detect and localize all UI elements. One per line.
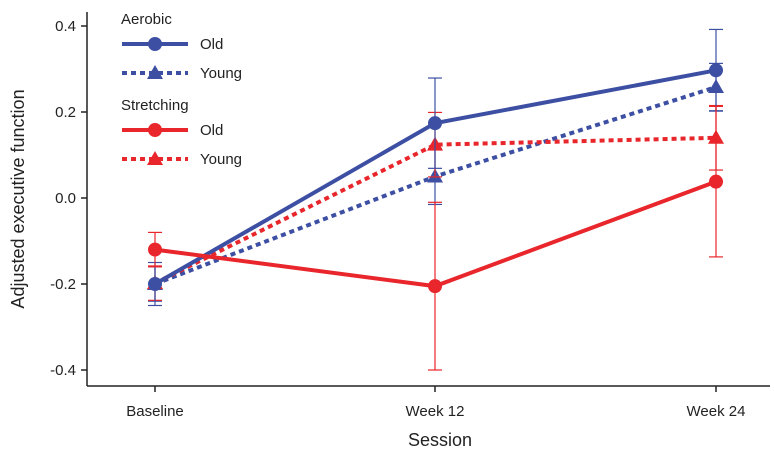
legend-entry-label: Old	[200, 36, 223, 53]
data-point-marker	[428, 116, 442, 131]
legend-swatch-marker	[148, 123, 162, 137]
series-line	[154, 135, 717, 285]
series-stretching-old	[148, 105, 723, 371]
y-tick-label: -0.4	[50, 362, 76, 379]
legend-entry-label: Young	[200, 151, 242, 168]
legend-group-title: Stretching	[121, 97, 189, 114]
data-point-marker	[148, 242, 162, 257]
y-axis-title: Adjusted executive function	[8, 89, 28, 308]
y-tick-label: 0.2	[55, 104, 76, 121]
legend-entry-label: Old	[200, 122, 223, 139]
x-tick-label: Week 24	[687, 403, 746, 420]
y-tick-label: 0.0	[55, 190, 76, 207]
legend-swatch-marker	[147, 65, 163, 79]
data-point-marker	[709, 174, 723, 189]
legend-swatch-marker	[148, 37, 162, 51]
y-tick-label: -0.2	[50, 276, 76, 293]
legend-group-title: Aerobic	[121, 11, 172, 28]
x-tick-label: Week 12	[406, 403, 465, 420]
series-aerobic-old	[148, 28, 723, 307]
data-point-marker	[148, 277, 162, 291]
x-axis-title: Session	[408, 430, 472, 450]
data-point-marker	[428, 279, 442, 294]
legend-swatch-marker	[147, 151, 163, 165]
legend-entry-label: Young	[200, 65, 242, 82]
y-tick-label: 0.4	[55, 18, 76, 35]
data-point-marker	[709, 63, 723, 78]
x-tick-label: Baseline	[126, 403, 184, 420]
